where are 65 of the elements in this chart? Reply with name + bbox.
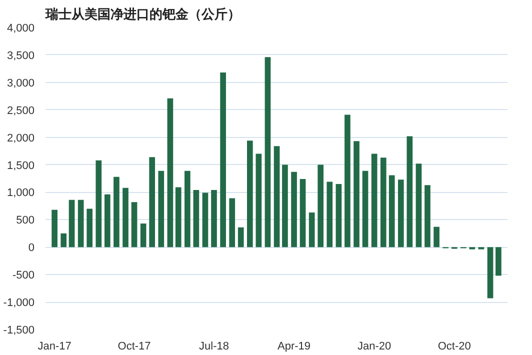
y-tick-label: 2,500: [6, 104, 35, 117]
bar: [300, 179, 306, 248]
bar: [175, 187, 182, 248]
y-tick-label: 3,500: [6, 50, 35, 62]
y-tick-label: -1,000: [3, 297, 35, 310]
bar: [434, 226, 440, 248]
y-tick-label: 1,500: [6, 160, 35, 172]
bar: [167, 98, 174, 248]
bar: [78, 200, 84, 248]
bar: [308, 212, 315, 248]
bar: [52, 210, 58, 248]
bar: [114, 176, 120, 248]
bar: [406, 136, 413, 248]
bar: [149, 157, 156, 248]
bar: [184, 170, 190, 248]
bar: [388, 175, 395, 248]
bar: [336, 184, 342, 248]
bar: [256, 154, 262, 248]
bar: [264, 57, 271, 248]
bar: [354, 141, 360, 248]
bar: [496, 247, 502, 276]
bar: [416, 164, 422, 248]
bar: [318, 164, 324, 248]
bar: [247, 140, 253, 248]
y-tick-label: 0: [28, 242, 35, 254]
bar: [122, 188, 128, 248]
x-tick-label: Oct-20: [438, 340, 471, 352]
x-tick-label: Jan-20: [358, 340, 392, 352]
x-tick-label: Jan-17: [38, 340, 72, 352]
y-tick-label: 500: [16, 214, 35, 227]
y-tick-label: 1,000: [6, 187, 35, 200]
bar: [220, 72, 226, 248]
bar: [291, 172, 297, 248]
chart-title: 瑞士从美国净进口的钯金（公斤）: [44, 6, 240, 22]
bar: [140, 224, 146, 248]
x-tick-label: Jul-18: [199, 340, 229, 352]
y-tick-label: 2,000: [6, 132, 35, 144]
bar: [229, 198, 236, 248]
bar: [362, 170, 368, 248]
bar: [282, 164, 288, 248]
bar: [371, 154, 378, 248]
bar: [104, 194, 110, 248]
bar: [202, 192, 208, 248]
bar: [326, 182, 333, 248]
bar: [487, 247, 494, 298]
bar: [60, 233, 67, 248]
bar: [68, 200, 75, 248]
bar: [158, 170, 164, 248]
bar: [193, 190, 200, 248]
y-tick-label: -500: [12, 270, 35, 282]
bar: [424, 185, 430, 248]
x-tick-label: Apr-19: [278, 340, 311, 352]
bar: [398, 180, 404, 248]
bar: [274, 146, 280, 248]
bar: [86, 208, 93, 248]
bar: [211, 190, 217, 248]
bar: [344, 114, 350, 248]
bar: [131, 202, 138, 248]
y-tick-label: 4,000: [6, 22, 35, 34]
bar: [238, 227, 244, 248]
bar: [96, 160, 102, 248]
bar: [380, 158, 386, 248]
y-tick-label: -1,500: [3, 324, 35, 336]
y-tick-label: 3,000: [6, 77, 35, 90]
x-tick-label: Oct-17: [118, 340, 151, 352]
